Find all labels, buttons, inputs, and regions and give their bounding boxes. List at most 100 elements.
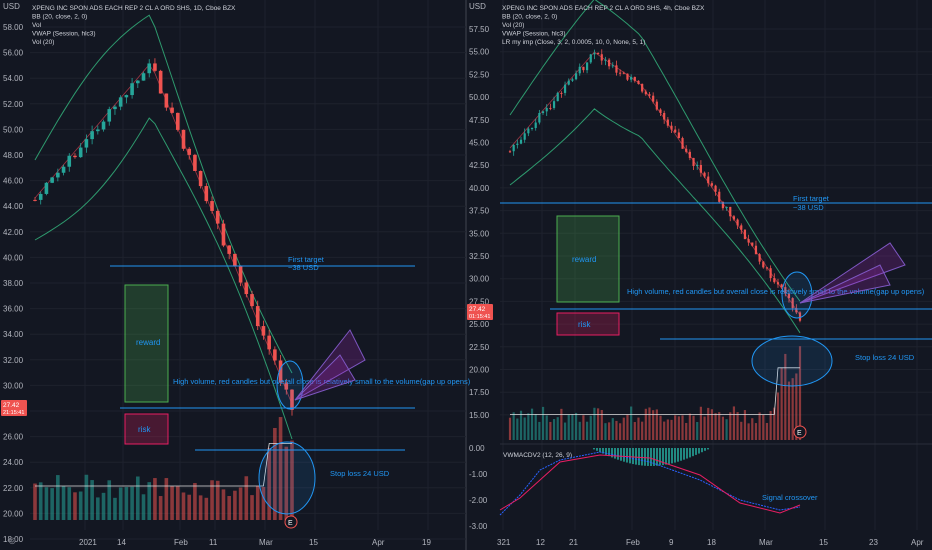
candle-body: [508, 151, 512, 153]
candle-body: [578, 66, 581, 74]
volume-bar: [193, 483, 197, 520]
projection-fan[interactable]: [294, 354, 356, 401]
price-tick-label: 47.50: [469, 116, 490, 125]
candle-body: [512, 144, 515, 152]
right-chart-pane[interactable]: 57.50 55.00 52.50 50.00 47.50 45.00 42.50 40.00…: [467, 0, 932, 547]
volume-bar: [250, 495, 254, 520]
price-tick-label: 38.00: [3, 279, 24, 288]
volume-bar: [67, 487, 72, 520]
indicator-legend-item[interactable]: VWAP (Session, hlc3): [502, 31, 566, 38]
left-volume-bars: [33, 417, 294, 520]
volume-bar: [619, 423, 622, 440]
symbol-title[interactable]: XPENG INC SPON ADS EACH REP 2 CL A ORD S…: [32, 5, 236, 12]
candle-body: [38, 193, 43, 200]
reward-label: reward: [572, 255, 596, 264]
earnings-badge[interactable]: [284, 515, 298, 529]
candle-body: [666, 119, 669, 126]
candle-body: [699, 164, 702, 173]
candle-body: [604, 59, 607, 61]
candle-body: [571, 79, 574, 81]
macd-histogram-bar: [614, 448, 616, 459]
date-tick-label: 15: [819, 538, 828, 547]
right-annotations[interactable]: First target~38 USD reward risk High volume…: [500, 194, 932, 439]
right-legend[interactable]: XPENG INC SPON ADS EACH REP 2 CL A ORD S…: [502, 5, 705, 46]
indicator-legend-item[interactable]: BB (20, close, 2, 0): [502, 14, 557, 21]
indicator-legend-item[interactable]: BB (20, close, 2, 0): [32, 14, 87, 21]
left-legend[interactable]: XPENG INC SPON ADS EACH REP 2 CL A ORD S…: [32, 5, 236, 46]
volume-bar: [732, 406, 736, 440]
date-tick-label: Apr: [372, 538, 385, 547]
left-candles: [33, 58, 294, 416]
candle-body: [523, 133, 526, 140]
volume-highlight-ellipse[interactable]: [258, 441, 316, 515]
volume-bar: [519, 410, 523, 440]
volume-bar: [50, 488, 54, 520]
volume-bar: [593, 407, 596, 440]
candle-body: [130, 83, 134, 96]
volume-bar: [107, 480, 112, 520]
right-price-axis[interactable]: 57.50 55.00 52.50 50.00 47.50 45.00 42.50 40.00…: [467, 2, 493, 420]
candle-body: [633, 76, 636, 81]
candle-body: [215, 210, 220, 224]
earnings-badge-label: E: [797, 430, 802, 437]
indicator-legend-item[interactable]: LR my imp (Close, 3, 2, 0.0005, 10, 0, N…: [502, 39, 645, 46]
candle-body: [670, 125, 673, 130]
candle-body: [725, 206, 728, 209]
candle-body: [78, 147, 83, 158]
macd-tick-label: -2.00: [469, 496, 488, 505]
candle-body: [696, 164, 699, 167]
last-price-tag[interactable]: [467, 304, 493, 320]
indicator-legend-item[interactable]: Vol: [32, 22, 42, 29]
volume-bar: [696, 421, 699, 440]
left-time-axis[interactable]: 2021 14 Feb 11 Mar 15 Apr 19: [79, 538, 431, 547]
reward-box[interactable]: [556, 215, 620, 303]
volume-bar: [780, 367, 783, 440]
candle-body: [290, 389, 294, 410]
symbol-title[interactable]: XPENG INC SPON ADS EACH REP 2 CL A ORD S…: [502, 5, 705, 12]
candle-body: [284, 382, 289, 390]
macd-histogram-bar: [641, 448, 643, 466]
highlight-ellipse[interactable]: [276, 360, 304, 410]
projection-fan[interactable]: [799, 242, 906, 304]
left-chart-pane[interactable]: 58.00 56.00 54.00 52.00 50.00 48.00 46.00 44.00…: [1, 0, 471, 547]
right-macd-pane[interactable]: VWMACDV2 (12, 26, 9) 0.00 -1.00 -2.00 -3.00 S…: [469, 443, 932, 531]
candle-body: [50, 177, 54, 183]
candle-body: [747, 239, 750, 243]
risk-box[interactable]: [556, 312, 620, 336]
indicator-legend-item[interactable]: Vol (20): [502, 22, 524, 29]
candle-body: [743, 229, 747, 240]
volume-bar: [56, 475, 60, 520]
last-price-tag[interactable]: [1, 400, 27, 416]
left-annotations[interactable]: First target~38 USD reward risk High volume…: [8, 255, 471, 547]
highlight-ellipse[interactable]: [781, 271, 813, 319]
date-tick-label: 9: [669, 538, 674, 547]
macd-histogram-bar: [620, 448, 622, 461]
candle-body: [791, 298, 794, 309]
volume-bar: [523, 417, 526, 440]
candle-body: [107, 109, 112, 122]
price-tick-label: 50.00: [469, 93, 490, 102]
risk-box[interactable]: [124, 413, 169, 445]
candle-body: [261, 326, 266, 336]
projection-fan[interactable]: [799, 264, 891, 304]
indicator-legend-item[interactable]: Vol (20): [32, 39, 54, 46]
candle-body: [124, 95, 129, 98]
candle-body: [84, 139, 89, 148]
left-price-axis[interactable]: 58.00 56.00 54.00 52.00 50.00 48.00 46.00 44.00…: [1, 2, 27, 544]
earnings-badge[interactable]: [793, 425, 807, 439]
indicator-legend-item[interactable]: VWAP (Session, hlc3): [32, 31, 96, 38]
volume-bar: [221, 489, 226, 520]
volume-bar: [238, 487, 243, 520]
macd-tick-label: 0.00: [469, 444, 485, 453]
price-tick-label: 52.00: [3, 100, 24, 109]
macd-legend[interactable]: VWMACDV2 (12, 26, 9): [503, 452, 572, 459]
right-time-axis[interactable]: 321 12 21 Feb 9 18 Mar 15 23 Apr: [497, 538, 924, 547]
candle-body: [44, 182, 49, 194]
candle-body: [773, 278, 776, 283]
reward-box[interactable]: [124, 284, 169, 403]
volume-highlight-ellipse[interactable]: [751, 335, 833, 387]
volume-bar: [545, 415, 548, 440]
price-tick-label: 46.00: [3, 177, 24, 186]
volume-bar: [84, 474, 89, 520]
volume-bar: [582, 415, 585, 440]
